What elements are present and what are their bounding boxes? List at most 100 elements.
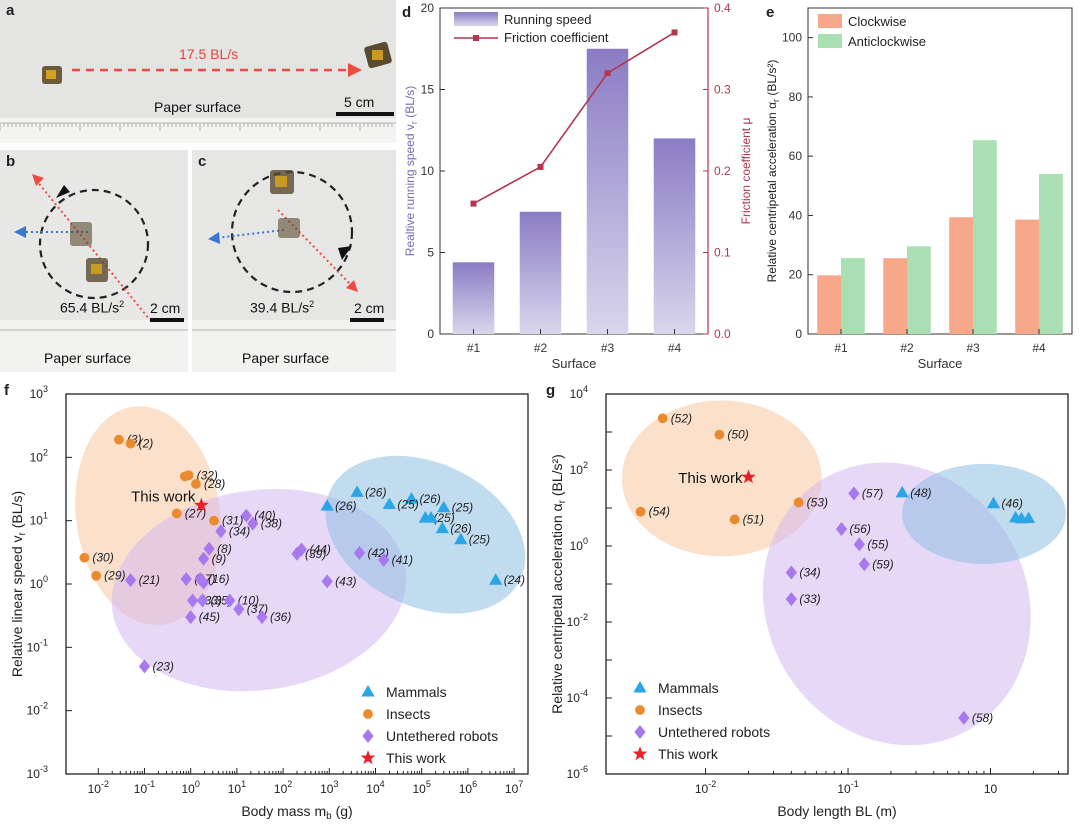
point-label: (21) [139, 573, 160, 587]
speed-label-a: 17.5 BL/s [179, 46, 239, 62]
point-label: (40) [254, 509, 275, 523]
legend-label-running: Running speed [504, 12, 591, 27]
x-tick-exponent: 4 [380, 779, 385, 789]
point-label: (34) [799, 566, 820, 580]
legend-label: This work [386, 750, 447, 766]
y-axis-label: Relative linear speed vr (BL/s) [9, 491, 28, 677]
marker-robot [362, 729, 374, 743]
marker-mammal [895, 485, 909, 498]
marker-insect [180, 471, 190, 482]
point-label: (50) [727, 428, 748, 442]
y-tick-label: 0 [795, 327, 802, 341]
point-label: (39) [305, 547, 326, 561]
point-label: (29) [104, 569, 125, 583]
x-tick-exponent: 2 [287, 779, 292, 789]
y-axis-label-sub: r [17, 531, 28, 535]
point-label: (30) [92, 551, 113, 565]
panel-label-f: f [4, 382, 9, 399]
point-label: (56) [850, 522, 871, 536]
marker-robot [634, 725, 646, 739]
marker-mammal [424, 511, 438, 523]
photo-panel-a: a 17.5 BL/s Paper surface 5 cm [0, 0, 396, 143]
point-label: (27) [185, 506, 206, 520]
y-axis-label: Relative centripetal acceleration αr (BL… [765, 60, 781, 283]
x-tick-label: #2 [900, 341, 914, 355]
y-tick-label: 100 [782, 31, 802, 45]
x-axis-label: Surface [552, 356, 597, 371]
marker-robot [233, 602, 245, 617]
y-tick-label: 100 [570, 536, 588, 553]
legend-label: Untethered robots [386, 728, 498, 744]
marker-insect [635, 705, 645, 715]
y-tick-label: 101 [30, 511, 48, 528]
point-label: (55) [867, 537, 888, 551]
x-axis-label: Body mass mb (g) [241, 803, 352, 822]
panel-label-g: g [546, 382, 556, 399]
bar-running-speed [586, 48, 629, 334]
chart-g: 10-2 10-1 10 10-6 10-4 10-2 100 102 104 Body leng… [549, 384, 1069, 819]
surface-label-a: Paper surface [154, 99, 242, 115]
y-axis-label-unit: (BL/s²) [549, 454, 565, 500]
marker-insect [793, 497, 804, 508]
photo-c-art [192, 150, 396, 372]
friction-point [470, 200, 477, 207]
bar-running-speed [452, 262, 495, 334]
y-axis-label: Realtive running speed vr (BL/s) [403, 86, 419, 256]
y2-tick-label: 0.0 [714, 327, 731, 341]
marker-insect [91, 570, 102, 581]
photo-panel-c: c 39.4 BL/s2 2 cm Paper surface [192, 150, 396, 372]
marker-mammal [320, 499, 334, 511]
x-tick-label: #1 [834, 341, 848, 355]
marker-mammal [454, 532, 468, 545]
y-tick-label: 20 [789, 268, 803, 282]
bar-anticlockwise [973, 140, 997, 334]
bar-clockwise [817, 275, 841, 334]
x-tick-label: 102 [274, 779, 292, 796]
y-tick-exponent: 3 [43, 384, 48, 394]
marker-mammal [361, 685, 375, 697]
y-tick-exponent: -2 [40, 701, 48, 711]
legend-label: This work [658, 746, 719, 762]
legend-label: Untethered robots [658, 724, 770, 740]
x-tick-label: 106 [459, 779, 477, 796]
scale-label-b: 2 cm [150, 300, 181, 316]
marker-this-work [741, 469, 756, 484]
point-label: (8) [217, 542, 232, 556]
x-tick-label: #4 [668, 341, 682, 355]
point-label: (45) [199, 610, 220, 624]
y-tick-label: 20 [421, 1, 435, 15]
panel-label-d: d [402, 4, 412, 21]
x-tick-exponent: 0 [195, 779, 200, 789]
y-tick-label: 0 [427, 327, 434, 341]
marker-mammal [350, 485, 364, 497]
marker-this-work [360, 750, 376, 765]
friction-point [604, 70, 611, 77]
scale-label-a: 5 cm [344, 94, 375, 110]
marker-insect [714, 429, 725, 440]
point-label: (25) [433, 511, 454, 525]
x-tick-label: 10-1 [134, 779, 155, 796]
panel-label-b: b [6, 153, 16, 170]
marker-insect [209, 515, 219, 526]
marker-robot [958, 710, 970, 725]
marker-robot [197, 575, 210, 590]
chart-f: 10-2 10-1 100 101 102 103 104 105 106 10710-310-2… [9, 384, 529, 822]
surface-label-b: Paper surface [44, 350, 132, 366]
y-tick-label: 10-1 [27, 637, 48, 654]
x-tick-exponent: -1 [851, 779, 859, 789]
point-label: (26) [450, 522, 471, 536]
point-label: (16) [208, 572, 229, 586]
bar-clockwise [949, 217, 973, 334]
point-label: (26) [335, 499, 356, 513]
point-label: (46) [1002, 497, 1023, 511]
y-tick-exponent: -2 [580, 612, 588, 622]
x-tick-label: #3 [966, 341, 980, 355]
x-tick-exponent: -2 [101, 779, 109, 789]
y-tick-label: 40 [789, 208, 803, 222]
marker-mammal [633, 681, 647, 693]
bar-anticlockwise [907, 246, 931, 334]
friction-point [537, 163, 544, 170]
y-tick-exponent: 4 [583, 384, 588, 394]
marker-mammal [489, 573, 503, 585]
marker-robot [378, 552, 390, 567]
